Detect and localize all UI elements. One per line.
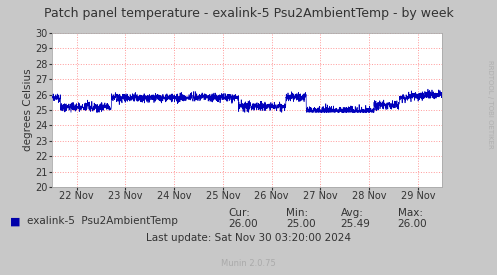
Text: 25.49: 25.49 (340, 219, 370, 229)
Text: Last update: Sat Nov 30 03:20:00 2024: Last update: Sat Nov 30 03:20:00 2024 (146, 233, 351, 243)
Text: 26.00: 26.00 (229, 219, 258, 229)
Text: exalink-5  Psu2AmbientTemp: exalink-5 Psu2AmbientTemp (27, 216, 178, 226)
Y-axis label: degrees Celsius: degrees Celsius (23, 69, 33, 151)
Text: ■: ■ (10, 216, 20, 226)
Text: Min:: Min: (286, 208, 308, 218)
Text: Max:: Max: (398, 208, 422, 218)
Text: Cur:: Cur: (229, 208, 250, 218)
Text: 25.00: 25.00 (286, 219, 316, 229)
Text: 26.00: 26.00 (398, 219, 427, 229)
Text: Avg:: Avg: (340, 208, 363, 218)
Text: Patch panel temperature - exalink-5 Psu2AmbientTemp - by week: Patch panel temperature - exalink-5 Psu2… (44, 7, 453, 20)
Text: RRDTOOL / TOBI OETIKER: RRDTOOL / TOBI OETIKER (487, 60, 493, 149)
Text: Munin 2.0.75: Munin 2.0.75 (221, 259, 276, 268)
